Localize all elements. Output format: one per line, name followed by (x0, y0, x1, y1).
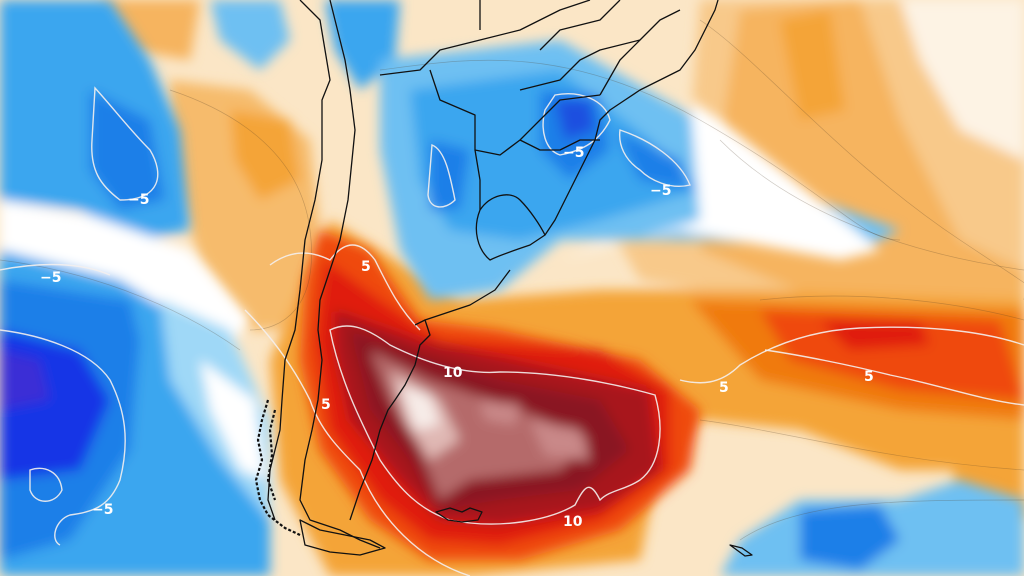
contour-label-neg5: −5 (563, 145, 584, 161)
isotherm-texture (0, 19, 1024, 541)
contour-label-neg5: −5 (92, 502, 113, 518)
contour-label-pos5: 5 (321, 397, 331, 413)
contour-lines (0, 86, 1024, 576)
contour-label-pos10: 10 (563, 514, 583, 530)
heat-anomaly-core (300, 230, 700, 560)
chile-archipelago (254, 399, 301, 536)
coastlines-and-borders (267, 0, 753, 557)
contour-label-neg5: −5 (128, 192, 149, 208)
contour-label-pos5: 5 (864, 369, 874, 385)
contour-label-neg5: −5 (650, 183, 671, 199)
contour-label-neg5: −5 (40, 270, 61, 286)
contour-label-pos10: 10 (443, 365, 463, 381)
contour-labels: −5 −5 −5 −5 −5 5 5 10 10 5 5 (40, 145, 874, 530)
contour-label-pos5: 5 (719, 380, 729, 396)
contour-label-pos5: 5 (361, 259, 371, 275)
